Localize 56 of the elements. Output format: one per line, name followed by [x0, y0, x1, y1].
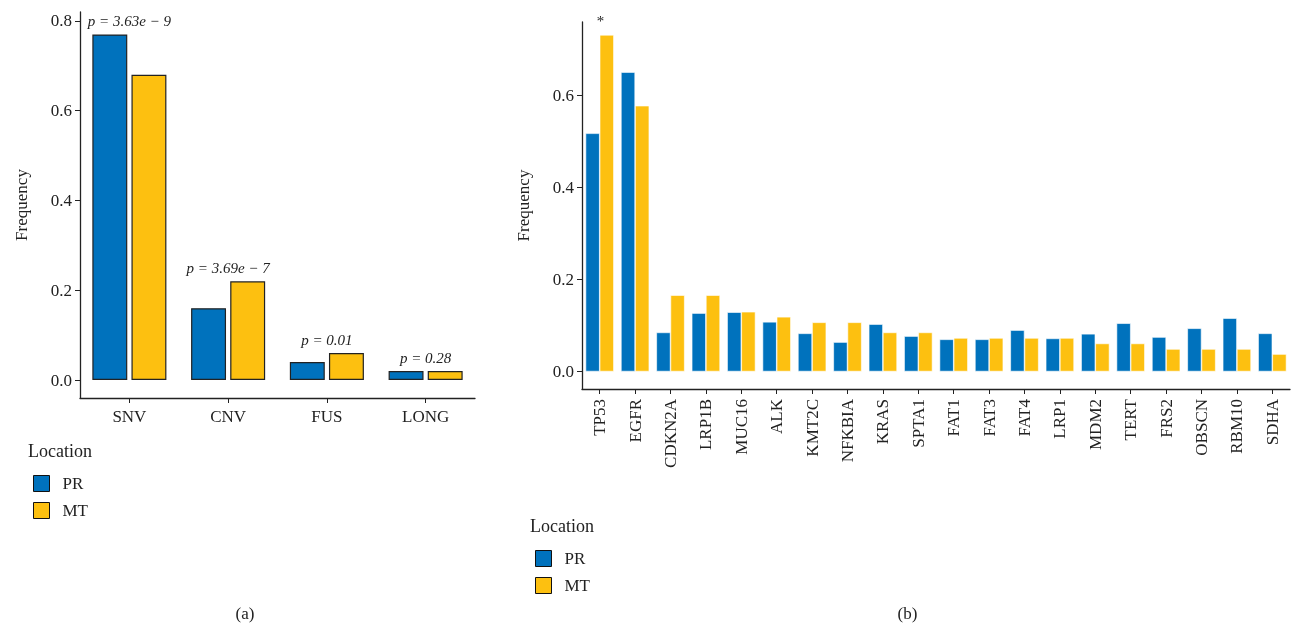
- annotation: p = 3.63e − 9: [86, 12, 172, 29]
- bar: [427, 371, 463, 381]
- y-tick-label: 0.4: [552, 178, 575, 198]
- x-tick-label: LRP1: [1050, 399, 1070, 439]
- y-tick-label: 0.0: [552, 362, 574, 382]
- x-tick-label: FAT4: [1015, 398, 1034, 437]
- x-tick-label: CNV: [210, 407, 247, 426]
- legend-label: PR: [62, 474, 84, 493]
- legend-label: MT: [62, 501, 89, 520]
- annotation: *: [595, 13, 604, 30]
- bar: [328, 353, 364, 381]
- text: (b): [897, 604, 918, 623]
- x-tick-label: SPTA1: [908, 399, 928, 448]
- bar: [191, 308, 227, 381]
- legend-title: Location: [28, 441, 92, 461]
- legend-label: PR: [564, 549, 586, 568]
- y-tick-label: 0.2: [552, 270, 574, 290]
- x-tick-label: MUC16: [731, 399, 751, 455]
- x-tick-label: MDM2: [1085, 399, 1105, 451]
- text: (a): [235, 604, 255, 623]
- x-tick-label: FUS: [311, 407, 343, 426]
- y-axis-title: Frequency: [514, 169, 533, 242]
- y-tick-label: 0.2: [50, 280, 72, 300]
- x-tick-label: SDHA: [1262, 398, 1282, 446]
- legend-title: Location: [530, 516, 594, 536]
- annotation: p = 0.28: [398, 349, 452, 366]
- x-tick-label: LONG: [402, 407, 450, 426]
- x-tick-label: TERT: [1121, 398, 1141, 441]
- y-tick-label: 0.6: [50, 101, 72, 121]
- bar: [289, 362, 325, 381]
- x-tick-label: FRS2: [1156, 399, 1176, 438]
- x-tick-label: KRAS: [873, 399, 893, 445]
- bar: [131, 74, 167, 381]
- x-tick-label: KMT2C: [802, 399, 822, 457]
- x-tick-label: LRP1B: [696, 399, 716, 451]
- x-tick-label: EGFR: [625, 398, 645, 443]
- y-tick-label: 0.4: [50, 191, 73, 211]
- y-tick-label: 0.6: [552, 86, 574, 106]
- bar: [230, 281, 266, 381]
- bar: [92, 34, 128, 381]
- x-tick-label: TP53: [590, 399, 610, 436]
- bar: [388, 371, 424, 381]
- x-tick-label: ALK: [767, 398, 787, 434]
- y-tick-label: 0.0: [50, 370, 72, 390]
- x-tick-label: NFKBIA: [838, 398, 857, 463]
- y-axis-title: Frequency: [12, 168, 31, 241]
- x-tick-label: CDKN2A: [661, 398, 680, 468]
- y-tick-label: 0.8: [50, 11, 72, 31]
- annotation: p = 0.01: [300, 331, 353, 348]
- x-tick-label: FAT3: [979, 399, 999, 437]
- x-tick-label: RBM10: [1227, 399, 1247, 454]
- x-tick-label: FAT1: [944, 399, 964, 437]
- annotation: p = 3.69e − 7: [185, 259, 272, 276]
- legend-label: MT: [564, 576, 591, 595]
- x-tick-label: OBSCN: [1192, 399, 1211, 456]
- x-tick-label: SNV: [112, 407, 148, 426]
